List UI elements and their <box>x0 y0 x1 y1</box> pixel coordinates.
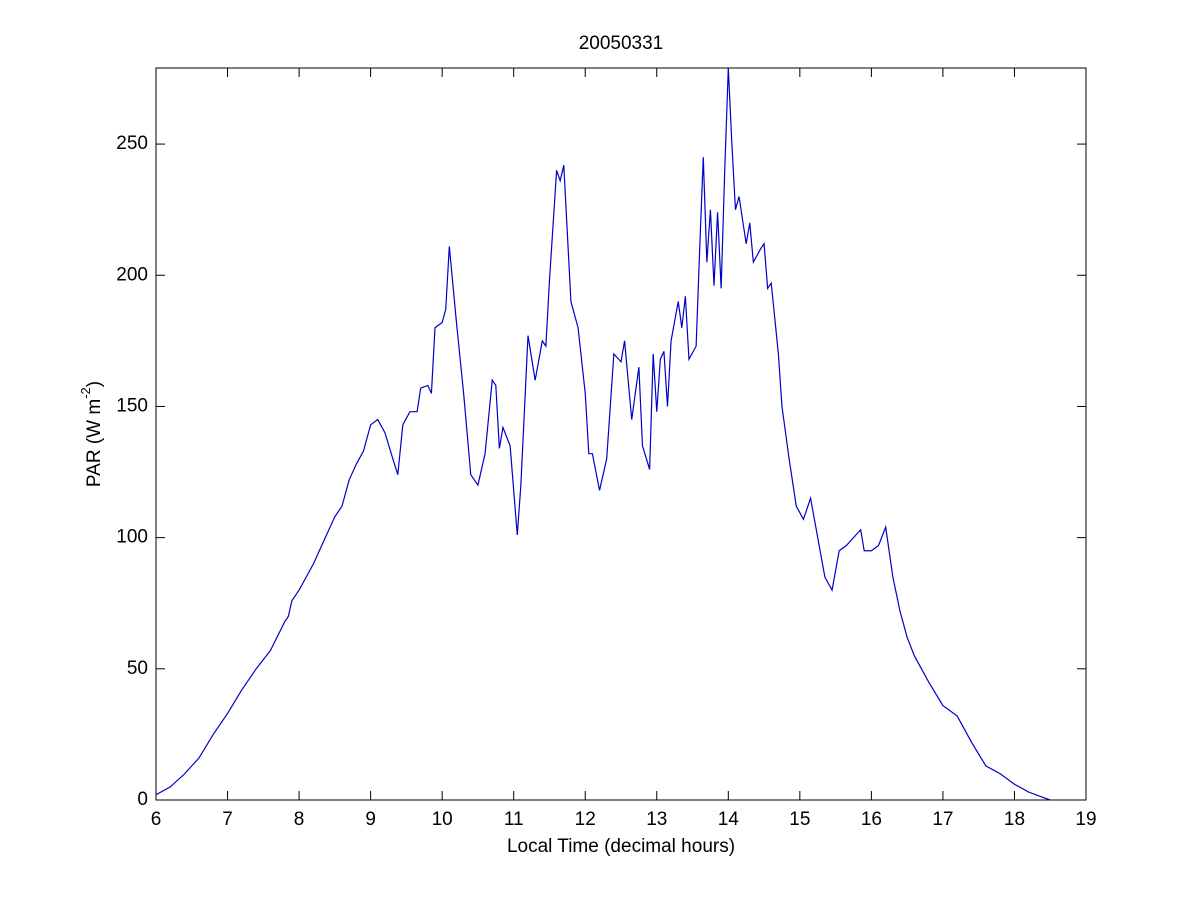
x-tick-label: 18 <box>1004 809 1025 830</box>
x-tick-label: 16 <box>861 809 882 830</box>
x-tick-label: 14 <box>718 809 740 830</box>
x-tick-label: 9 <box>365 809 376 830</box>
y-tick-label: 100 <box>116 527 148 548</box>
y-label-suffix: ) <box>84 381 105 387</box>
chart-title: 20050331 <box>579 33 664 54</box>
x-tick-label: 7 <box>222 809 233 830</box>
x-axis-label: Local Time (decimal hours) <box>507 836 735 857</box>
x-tick-label: 12 <box>575 809 596 830</box>
y-tick-label: 50 <box>127 658 148 679</box>
y-label-text: PAR (W m <box>84 399 105 487</box>
y-tick-label: 200 <box>116 264 148 285</box>
y-tick-label: 150 <box>116 395 148 416</box>
y-tick-label: 250 <box>116 133 148 154</box>
plot-frame <box>155 67 1087 801</box>
x-tick-label: 10 <box>432 809 453 830</box>
y-axis-label: PAR (W m-2) <box>78 381 105 487</box>
y-label-superscript: -2 <box>78 387 93 399</box>
data-line <box>155 67 1051 801</box>
x-tick-label: 13 <box>646 809 667 830</box>
y-tick-label: 0 <box>137 789 148 810</box>
x-tick-label: 11 <box>504 809 524 830</box>
x-tick-label: 8 <box>294 809 305 830</box>
x-tick-label: 17 <box>932 809 953 830</box>
x-tick-label: 19 <box>1075 809 1096 830</box>
x-tick-label: 6 <box>151 809 162 830</box>
x-tick-label: 15 <box>789 809 810 830</box>
